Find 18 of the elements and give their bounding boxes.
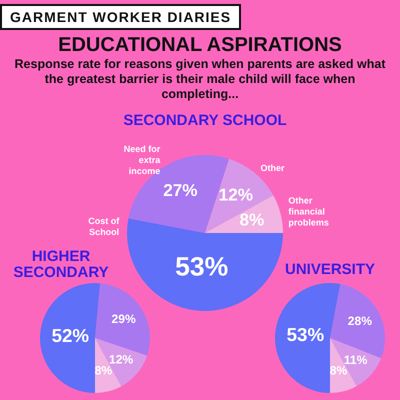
- chart-title: UNIVERSITY: [284, 261, 376, 278]
- data-label: 12%: [218, 184, 253, 204]
- text: GARMENT WORKER DIARIES: [0, 4, 242, 30]
- chart-title: HIGHER SECONDARY: [12, 248, 110, 281]
- data-label: 52%: [52, 324, 90, 346]
- slice-label: Need for extra income: [124, 144, 162, 176]
- data-label: 27%: [163, 180, 198, 200]
- slice-label: Other: [260, 162, 286, 173]
- data-label: 28%: [348, 314, 372, 328]
- slice-label: Cost of School: [88, 216, 120, 238]
- data-label: 53%: [286, 324, 324, 345]
- data-label: 29%: [112, 312, 136, 326]
- data-label: 8%: [239, 210, 264, 230]
- text: Response rate for reasons given when parents are asked what the greatest barrier is their male child will face when completing...: [14, 57, 386, 102]
- chart-title: SECONDARY SCHOOL: [122, 112, 288, 129]
- text: EDUCATIONAL ASPIRATIONS: [57, 34, 343, 57]
- data-label: 53%: [175, 251, 228, 282]
- slice-label: Other financial problems: [288, 196, 329, 228]
